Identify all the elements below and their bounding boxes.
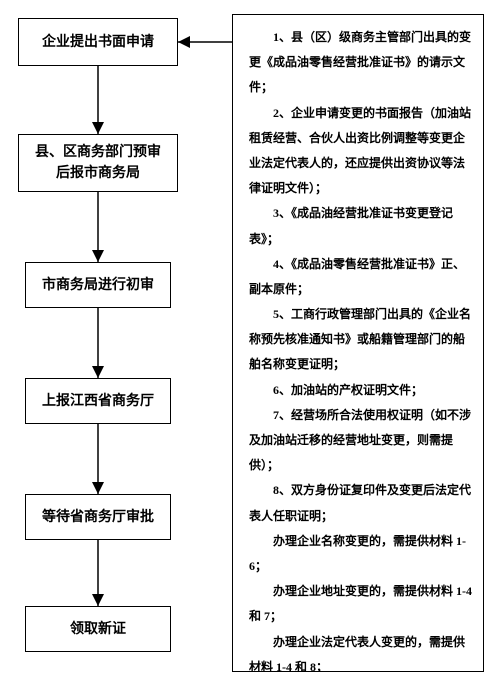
info-paragraph: 办理企业地址变更的，需提供材料 1-4 和 7； xyxy=(249,579,475,629)
flow-node-label: 领取新证 xyxy=(70,619,126,640)
flow-node-n3: 市商务局进行初审 xyxy=(25,262,171,308)
info-panel: 1、县（区）级商务主管部门出具的变更《成品油零售经营批准证书》的请示文件；2、企… xyxy=(232,14,484,672)
info-paragraph: 4、《成品油零售经营批准证书》正、副本原件； xyxy=(249,252,475,302)
flow-node-n6: 领取新证 xyxy=(25,606,171,652)
info-paragraph: 3、《成品油经营批准证书变更登记表》； xyxy=(249,201,475,251)
flow-node-label: 等待省商务厅审批 xyxy=(42,507,154,528)
info-paragraph: 2、企业申请变更的书面报告（加油站租赁经营、合伙人出资比例调整等变更企业法定代表… xyxy=(249,101,475,202)
flow-node-label: 企业提出书面申请 xyxy=(42,32,154,53)
info-paragraph: 8、双方身份证复印件及变更后法定代表人任职证明； xyxy=(249,478,475,528)
flow-node-label: 上报江西省商务厅 xyxy=(42,391,154,412)
flow-node-n5: 等待省商务厅审批 xyxy=(25,494,171,540)
flow-node-n2: 县、区商务部门预审后报市商务局 xyxy=(18,134,178,192)
flow-node-n1: 企业提出书面申请 xyxy=(18,18,178,66)
info-paragraph: 6、加油站的产权证明文件； xyxy=(249,378,475,403)
info-paragraph: 办理企业法定代表人变更的，需提供材料 1-4 和 8； xyxy=(249,630,475,673)
flow-node-label: 县、区商务部门预审后报市商务局 xyxy=(35,142,161,184)
flow-node-n4: 上报江西省商务厅 xyxy=(25,378,171,424)
info-paragraph: 1、县（区）级商务主管部门出具的变更《成品油零售经营批准证书》的请示文件； xyxy=(249,25,475,101)
flow-node-label: 市商务局进行初审 xyxy=(42,275,154,296)
info-paragraph: 7、经营场所合法使用权证明（如不涉及加油站迁移的经营地址变更，则需提供）； xyxy=(249,403,475,479)
info-paragraph: 5、工商行政管理部门出具的《企业名称预先核准通知书》或船籍管理部门的船舶名称变更… xyxy=(249,302,475,378)
diagram-root: 企业提出书面申请县、区商务部门预审后报市商务局市商务局进行初审上报江西省商务厅等… xyxy=(0,0,500,686)
info-paragraph: 办理企业名称变更的，需提供材料 1-6； xyxy=(249,529,475,579)
